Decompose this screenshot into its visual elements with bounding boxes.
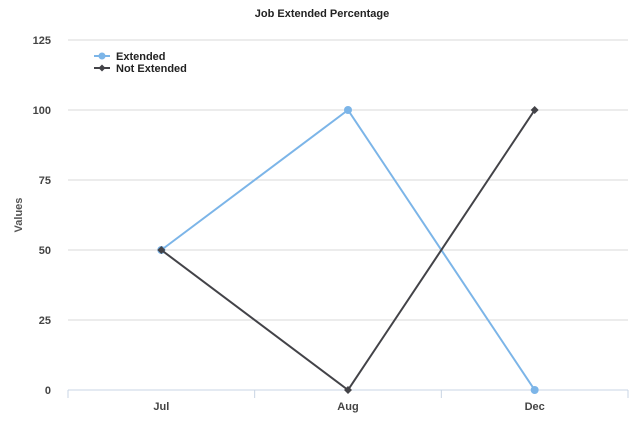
legend-item-not-extended[interactable]: Not Extended (94, 63, 187, 75)
chart-title: Job Extended Percentage (255, 8, 390, 20)
data-point-extended-aug[interactable] (344, 106, 352, 114)
gridlines (68, 39, 628, 321)
data-point-not-extended-jul[interactable] (157, 246, 166, 254)
legend-item-extended[interactable]: Extended (94, 51, 166, 63)
y-tick-label-125: 125 (33, 35, 51, 47)
data-point-extended-dec[interactable] (530, 386, 539, 394)
data-point-not-extended-aug[interactable] (344, 386, 352, 394)
y-tick-label-75: 75 (39, 175, 51, 187)
series-group (157, 106, 539, 394)
legend-marker-extended (98, 52, 106, 60)
x-tick-label-jul: Jul (153, 401, 169, 413)
x-tick-label-aug: Aug (337, 401, 358, 413)
y-tick-label-50: 50 (39, 245, 51, 257)
legend-marker-not-extended (98, 64, 106, 72)
data-point-not-extended-dec[interactable] (530, 106, 539, 114)
y-tick-label-0: 0 (45, 385, 51, 397)
y-tick-label-25: 25 (39, 315, 51, 327)
y-axis: 0 25 50 75 100 125 (33, 35, 51, 397)
x-tick-label-dec: Dec (525, 401, 545, 413)
legend-label-extended: Extended (116, 51, 166, 63)
legend-label-not-extended: Not Extended (116, 63, 187, 75)
y-tick-label-100: 100 (33, 105, 51, 117)
y-axis-title: Values (13, 198, 25, 233)
